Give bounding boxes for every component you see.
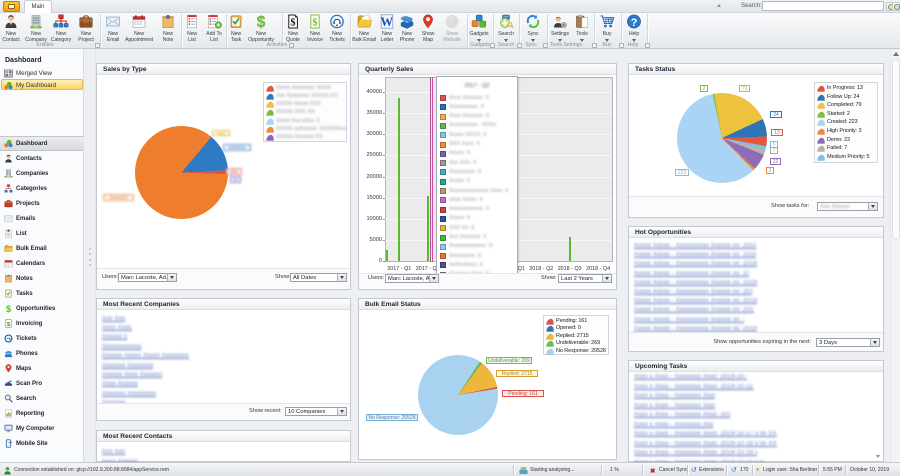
svg-text:$: $ xyxy=(257,14,266,29)
svg-text:$: $ xyxy=(7,322,11,328)
svg-text:?: ? xyxy=(631,17,638,29)
svg-text:W: W xyxy=(381,15,394,29)
svg-text:$: $ xyxy=(6,304,12,313)
svg-text:$: $ xyxy=(313,18,318,29)
svg-text:$: $ xyxy=(291,18,296,29)
